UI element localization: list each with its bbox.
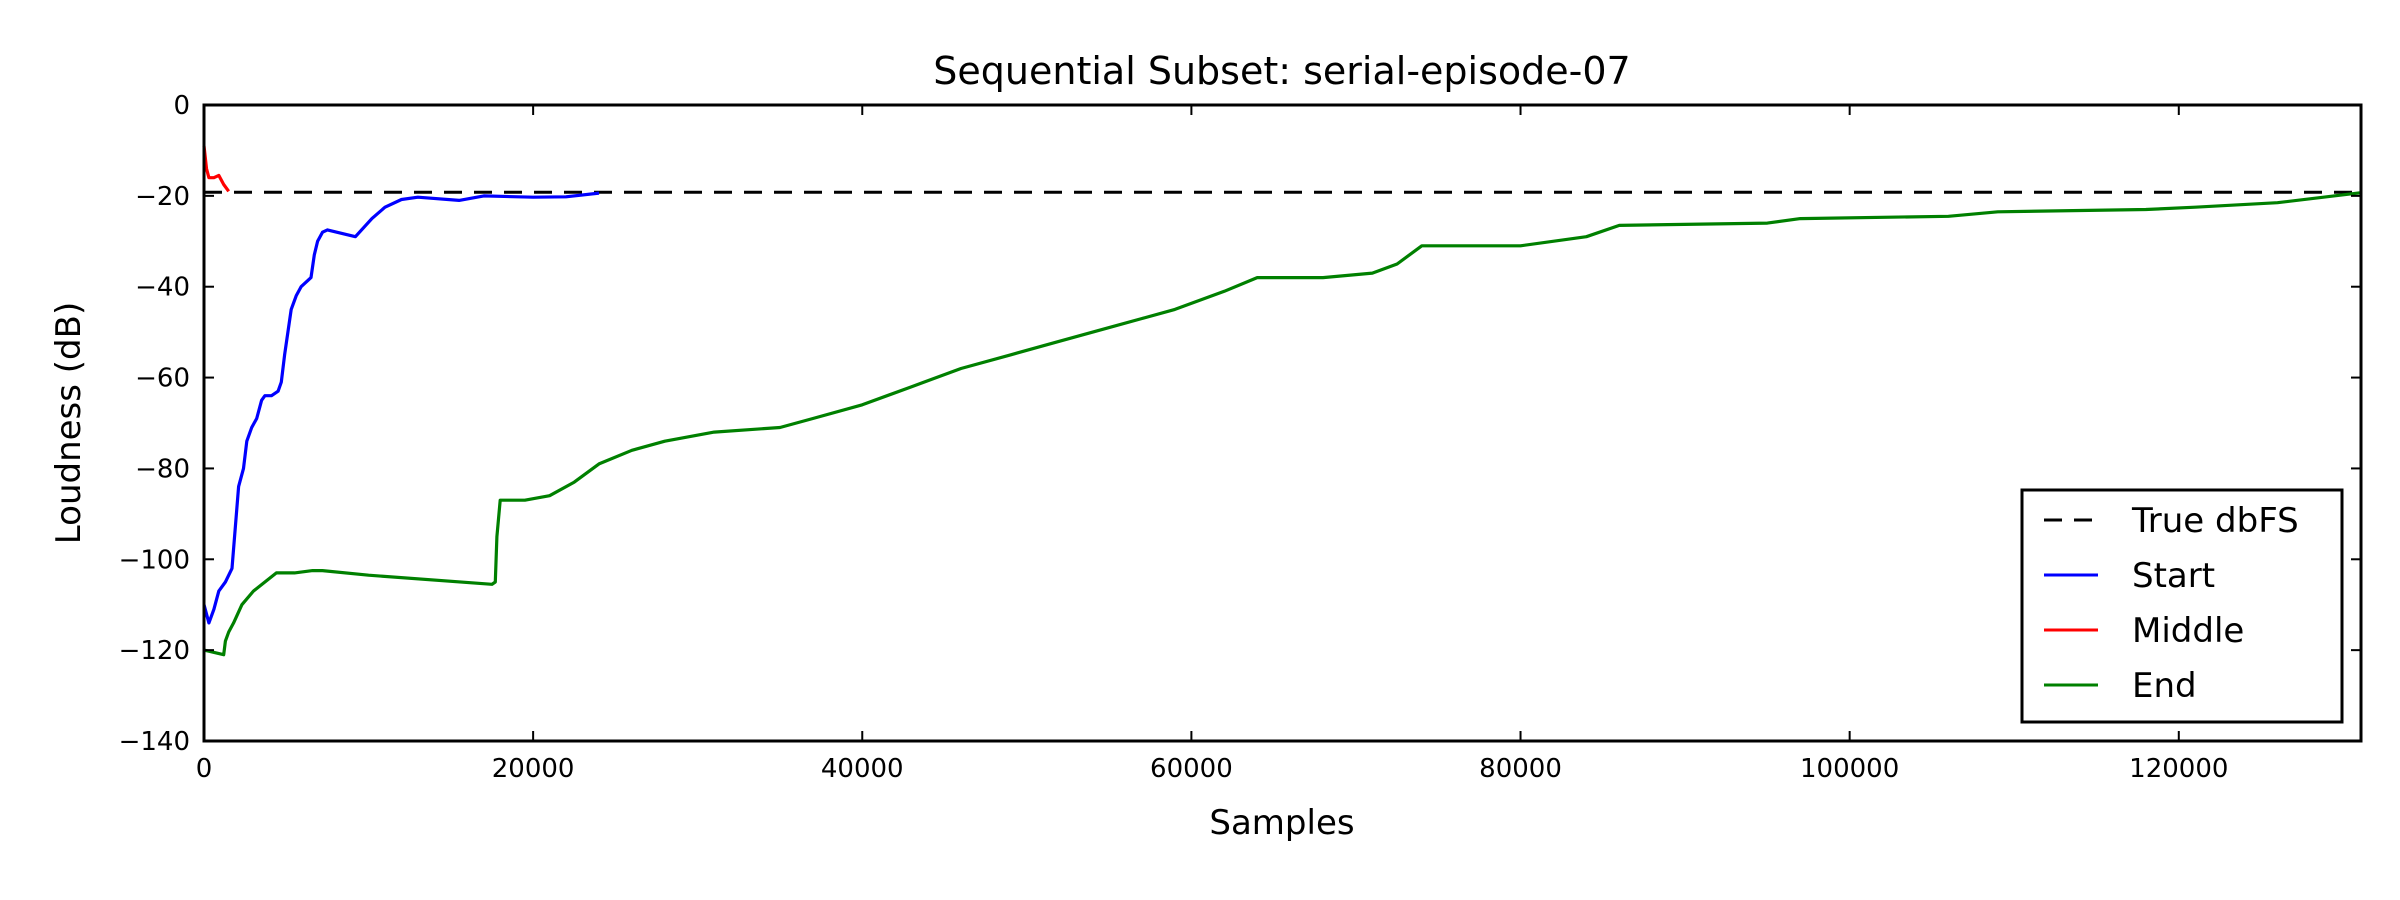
y-tick-label: −60 (135, 364, 190, 394)
legend-label-true-dbfs: True dbFS (2131, 501, 2299, 541)
x-tick-label: 120000 (2129, 754, 2228, 784)
x-tick-label: 40000 (821, 754, 904, 784)
series-line-start (202, 191, 600, 625)
x-tick-label: 60000 (1150, 754, 1233, 784)
series-line-middle (202, 145, 230, 193)
x-tick-label: 20000 (492, 754, 575, 784)
legend-box (2020, 488, 2344, 724)
chart-title: Sequential Subset: serial-episode-07 (933, 49, 1630, 93)
legend-label-end: End (2132, 666, 2197, 706)
legend: True dbFS Start Middle End (2020, 488, 2344, 724)
y-axis-label: Loudness (dB) (49, 302, 89, 544)
axis-ticks: 0 20000 40000 60000 80000 100000 120000 0 −20 −40… (119, 91, 2361, 784)
y-tick-label: −20 (135, 182, 190, 212)
plot-frame (202, 103, 2363, 743)
x-tick-label: 0 (196, 754, 213, 784)
y-tick-label: −80 (135, 454, 190, 484)
y-tick-label: −120 (119, 636, 190, 666)
legend-label-start: Start (2132, 556, 2215, 596)
plot-area (202, 145, 2362, 657)
y-tick-label: −140 (119, 727, 190, 757)
y-tick-label: 0 (173, 91, 190, 121)
y-tick-label: −100 (119, 545, 190, 575)
legend-label-middle: Middle (2132, 611, 2244, 651)
series-line-end (203, 191, 2362, 657)
x-tick-label: 100000 (1800, 754, 1899, 784)
x-axis-label: Samples (1209, 803, 1354, 843)
x-tick-label: 80000 (1479, 754, 1562, 784)
y-tick-label: −40 (135, 273, 190, 303)
